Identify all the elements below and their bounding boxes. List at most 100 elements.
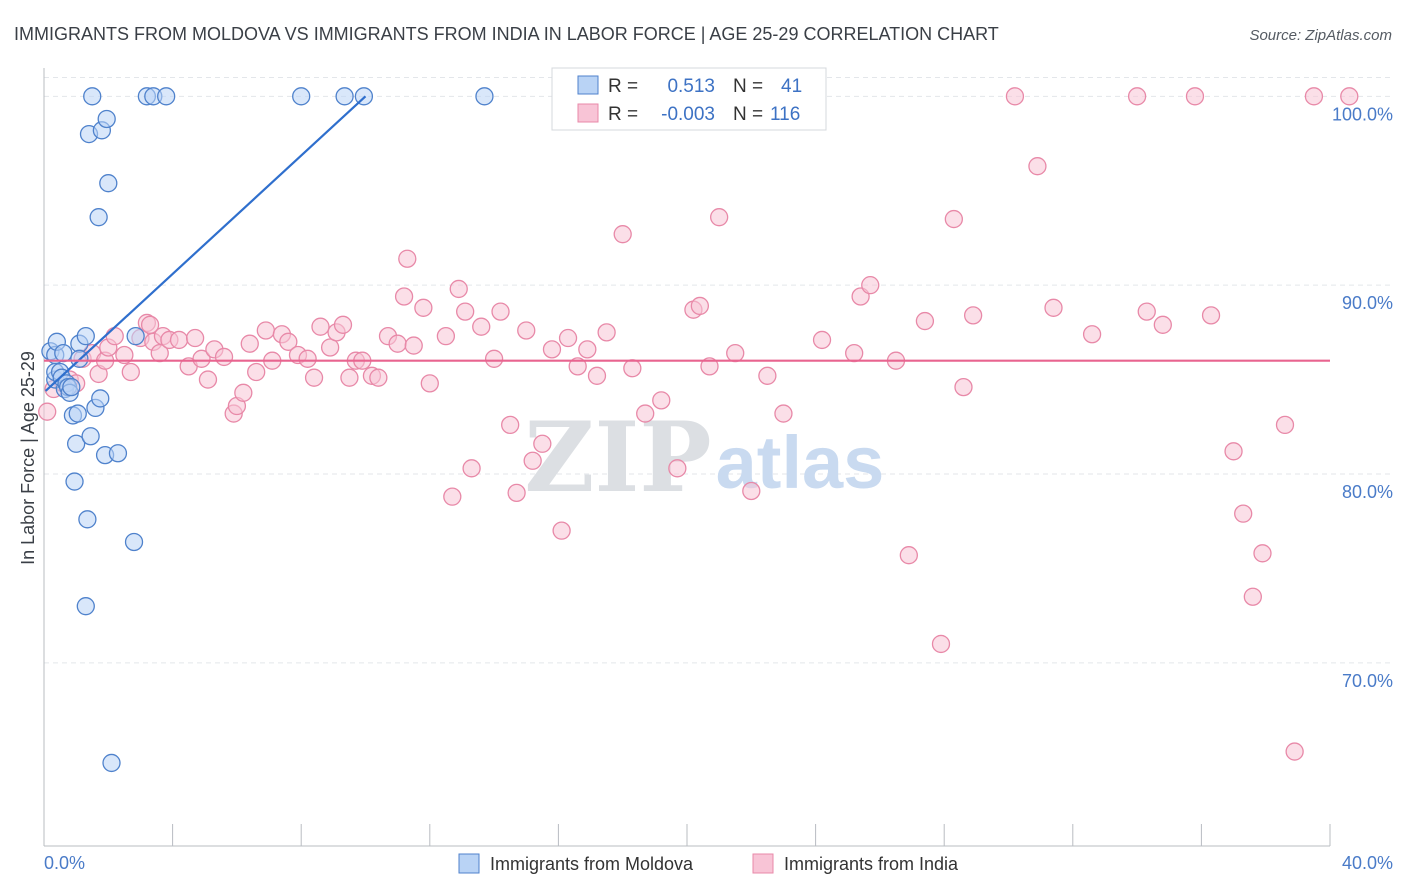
legend-r-label-moldova: R =	[608, 76, 638, 97]
india-point	[472, 317, 491, 336]
moldova-point	[108, 444, 128, 463]
india-point	[414, 298, 433, 317]
india-point	[1185, 87, 1205, 106]
moldova-point	[292, 87, 311, 106]
moldova-series	[41, 87, 494, 773]
y-tick-labels: 70.0% 80.0% 90.0% 100.0%	[1332, 104, 1393, 691]
y-tick-label: 100.0%	[1332, 104, 1393, 124]
legend-swatch-moldova	[577, 75, 599, 95]
chart-source: Source: ZipAtlas.com	[1249, 27, 1392, 44]
india-point	[443, 487, 462, 506]
trend-lines	[44, 95, 1330, 392]
series-legend-label-moldova: Immigrants from Moldova	[490, 854, 694, 874]
india-point	[501, 415, 520, 435]
india-series	[38, 87, 1359, 761]
grid-lines	[44, 76, 1394, 664]
india-point	[652, 391, 671, 410]
moldova-point	[102, 753, 121, 773]
series-legend: Immigrants from Moldova Immigrants from …	[458, 853, 959, 874]
moldova-point	[76, 326, 95, 346]
india-point	[1224, 442, 1243, 461]
india-point	[1304, 87, 1324, 106]
india-point	[214, 347, 234, 367]
india-point	[523, 451, 542, 470]
india-point	[578, 340, 597, 359]
moldova-point	[83, 87, 102, 106]
india-point	[623, 359, 642, 378]
india-point	[105, 326, 124, 346]
watermark-atlas: atlas	[716, 421, 885, 504]
india-point	[304, 368, 324, 387]
india-point	[587, 366, 607, 385]
india-point	[298, 349, 317, 368]
india-point	[234, 383, 253, 402]
y-tick-label: 80.0%	[1342, 482, 1393, 502]
india-point	[169, 330, 189, 350]
india-point	[340, 368, 359, 387]
india-point	[931, 634, 951, 654]
india-point	[240, 334, 259, 353]
moldova-point	[157, 87, 176, 106]
india-point	[845, 343, 864, 363]
india-point	[449, 279, 468, 299]
india-point	[812, 330, 832, 350]
india-point	[456, 302, 475, 321]
moldova-point	[335, 87, 354, 106]
moldova-point	[68, 404, 87, 423]
legend-r-value-moldova: 0.513	[667, 76, 715, 97]
india-point	[369, 368, 388, 387]
india-point	[710, 208, 729, 227]
y-tick-label: 90.0%	[1342, 293, 1393, 313]
india-point	[1253, 544, 1272, 563]
india-point	[185, 328, 205, 348]
moldova-point	[99, 174, 118, 193]
india-point	[542, 340, 562, 359]
moldova-point	[81, 427, 100, 446]
series-legend-label-india: Immigrants from India	[784, 854, 959, 874]
india-point	[507, 483, 526, 503]
india-point	[613, 225, 632, 244]
india-point	[1137, 302, 1156, 321]
india-point	[1243, 587, 1262, 606]
india-point	[668, 459, 687, 478]
series-legend-swatch-moldova	[458, 853, 480, 874]
india-point	[700, 357, 719, 376]
moldova-point	[65, 472, 84, 491]
india-point	[436, 326, 456, 346]
india-point	[742, 481, 761, 501]
stats-legend: R = 0.513 N = 41 R = -0.003 N = 116	[551, 67, 827, 131]
india-point	[1005, 87, 1025, 106]
legend-n-label-moldova: N =	[733, 76, 763, 97]
series-legend-swatch-india	[752, 853, 774, 874]
india-point	[1340, 87, 1359, 106]
moldova-point	[78, 510, 97, 529]
india-point	[1275, 415, 1295, 435]
india-point	[944, 209, 963, 229]
legend-r-value-india: -0.003	[661, 104, 715, 125]
india-point	[552, 521, 571, 540]
x-axis-ticks	[43, 824, 1331, 846]
india-point	[320, 338, 340, 357]
legend-n-value-india: 116	[770, 104, 800, 125]
india-point	[533, 434, 552, 453]
india-point	[1127, 87, 1147, 106]
india-point	[115, 345, 134, 365]
moldova-point	[97, 109, 116, 129]
india-point	[398, 249, 417, 268]
moldova-point	[124, 532, 144, 552]
india-point	[1082, 325, 1102, 344]
watermark: ZIP atlas	[524, 401, 884, 514]
india-point	[121, 362, 140, 382]
x-tick-label-max: 40.0%	[1342, 853, 1393, 873]
india-point	[311, 317, 330, 336]
legend-r-label-india: R =	[608, 104, 638, 125]
india-point	[1234, 504, 1253, 523]
india-point	[1201, 306, 1221, 325]
india-point	[1028, 157, 1047, 176]
india-point	[774, 404, 793, 423]
india-point	[394, 287, 414, 306]
india-point	[256, 321, 275, 340]
india-point	[558, 328, 578, 348]
moldova-point	[67, 434, 86, 453]
india-point	[38, 402, 57, 421]
